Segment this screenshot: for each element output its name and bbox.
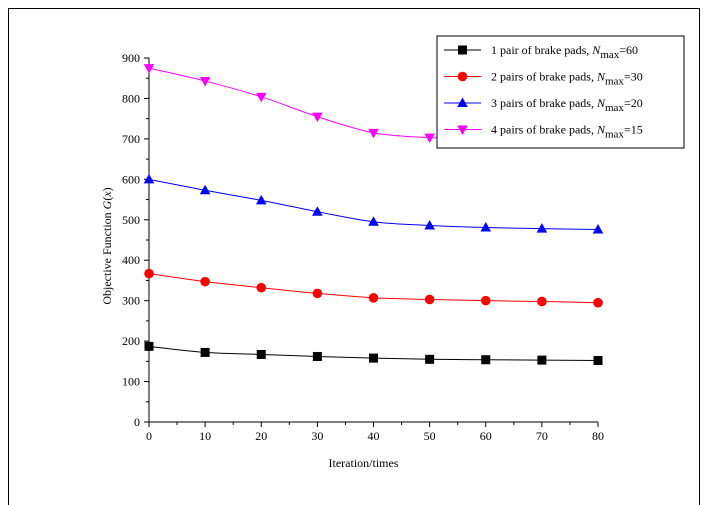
- data-point: [424, 133, 435, 144]
- y-tick-label: 200: [122, 334, 140, 348]
- data-point: [593, 297, 603, 308]
- data-point: [144, 268, 154, 279]
- data-point: [481, 355, 491, 365]
- legend-box: [436, 35, 685, 149]
- legend-item: 4 pairs of brake pads, Nmax=15: [444, 123, 643, 141]
- series-1: [144, 341, 603, 366]
- y-tick-label: 0: [134, 415, 140, 429]
- series-2: [144, 268, 603, 308]
- data-point: [368, 293, 379, 303]
- data-point: [312, 112, 323, 123]
- data-point: [312, 288, 323, 299]
- data-point: [537, 355, 547, 365]
- legend-label: 1 pair of brake pads, Nmax=60: [491, 43, 638, 61]
- data-point: [312, 351, 322, 361]
- data-point: [424, 219, 435, 230]
- x-tick-label: 60: [480, 429, 492, 443]
- data-point: [255, 92, 267, 103]
- data-point: [480, 295, 491, 306]
- x-tick-label: 30: [311, 429, 323, 443]
- y-tick-label: 600: [122, 172, 140, 186]
- legend-marker: [458, 45, 467, 55]
- x-tick-label: 70: [536, 429, 548, 443]
- axes: 0 10 20 30 40 50 60 70 8001002003004005006007008…: [100, 51, 604, 470]
- data-point: [144, 341, 154, 351]
- data-point: [200, 276, 210, 287]
- y-tick-label: 700: [122, 132, 140, 146]
- x-tick-label: 10: [199, 429, 211, 443]
- x-tick-label: 0: [146, 429, 152, 443]
- legend-item: 2 pairs of brake pads, Nmax=30: [444, 70, 643, 88]
- data-point: [143, 64, 155, 74]
- y-tick-label: 100: [122, 375, 140, 389]
- data-point: [592, 223, 604, 234]
- y-tick-label: 500: [122, 213, 140, 227]
- x-tick-label: 80: [592, 429, 604, 443]
- legend-item: 3 pairs of brake pads, Nmax=20: [444, 96, 643, 114]
- y-tick-label: 300: [122, 294, 140, 308]
- data-point: [312, 206, 323, 216]
- data-point: [199, 184, 211, 195]
- legend-marker: [457, 125, 468, 135]
- series-3: [143, 173, 604, 234]
- x-tick-label: 40: [368, 429, 380, 443]
- legend-marker: [457, 71, 468, 82]
- x-axis-label: Iteration/times: [329, 456, 399, 470]
- data-point: [256, 349, 266, 359]
- data-point: [143, 173, 155, 184]
- y-tick-label: 900: [122, 51, 140, 65]
- data-point: [593, 356, 603, 366]
- data-point: [369, 353, 378, 363]
- data-point: [256, 282, 267, 293]
- legend-label: 2 pairs of brake pads, Nmax=30: [491, 70, 643, 88]
- legend-label: 4 pairs of brake pads, Nmax=15: [491, 123, 643, 141]
- data-point: [424, 294, 435, 305]
- data-point: [200, 347, 210, 357]
- data-point: [255, 194, 267, 205]
- data-point: [536, 223, 548, 233]
- x-tick-label: 50: [424, 429, 436, 443]
- data-point: [480, 221, 492, 232]
- y-tick-label: 400: [122, 253, 140, 267]
- legend: 1 pair of brake pads, Nmax=60 2 pairs of …: [436, 35, 685, 149]
- legend-label: 3 pairs of brake pads, Nmax=20: [491, 96, 643, 114]
- data-point: [368, 128, 379, 139]
- data-point: [368, 216, 379, 226]
- data-point: [537, 296, 547, 307]
- y-tick-label: 800: [122, 91, 140, 105]
- data-point: [425, 354, 435, 364]
- legend-marker: [457, 97, 468, 107]
- y-axis-label: Objective Function G(x): [100, 187, 114, 304]
- legend-item: 1 pair of brake pads, Nmax=60: [444, 43, 638, 61]
- x-tick-label: 20: [255, 429, 267, 443]
- data-point: [199, 77, 211, 87]
